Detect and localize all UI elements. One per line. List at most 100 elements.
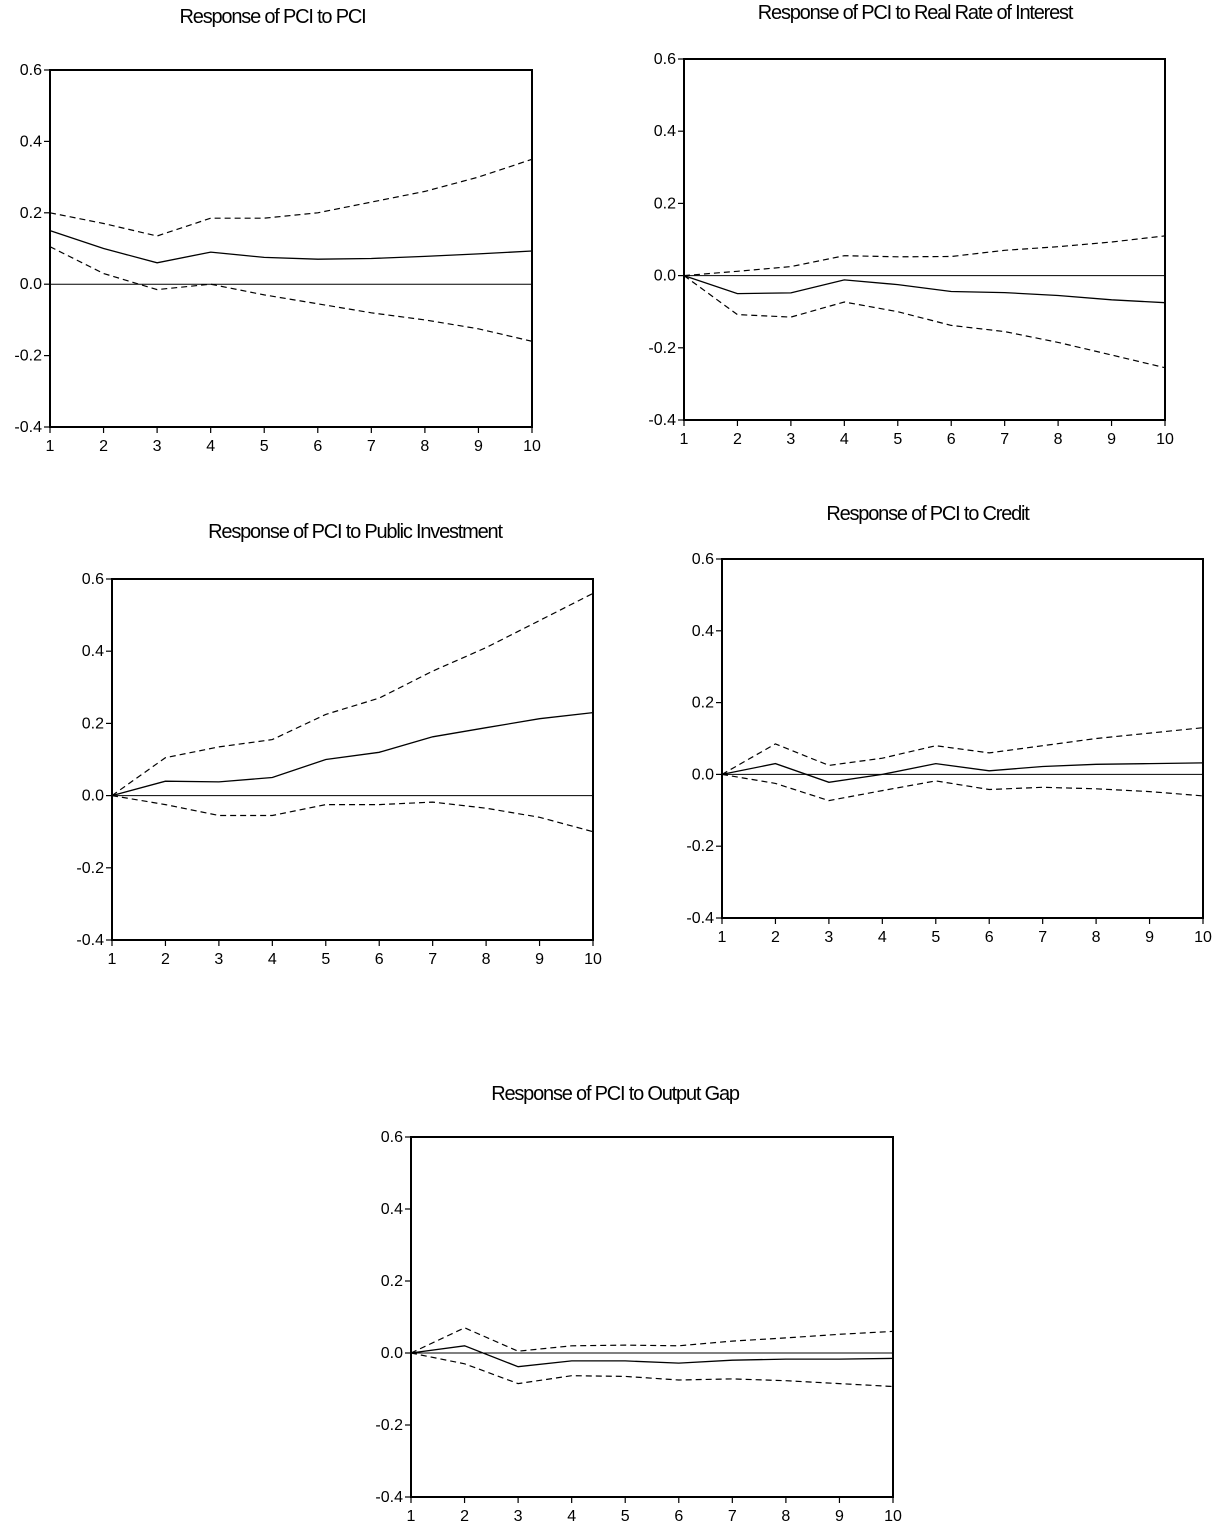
x-tick-label: 2 xyxy=(161,951,170,968)
x-tick-label: 10 xyxy=(584,951,602,968)
chart-title: Response of PCI to PCI xyxy=(179,6,367,28)
x-tick-label: 7 xyxy=(728,1508,737,1525)
confidence-band-upper xyxy=(683,235,1166,277)
confidence-band-lower xyxy=(721,773,1204,802)
x-tick-label: 1 xyxy=(407,1508,416,1525)
x-tick-label: 9 xyxy=(535,951,544,968)
x-tick-label: 4 xyxy=(206,438,215,455)
y-tick-label: 0.2 xyxy=(692,695,714,712)
y-tick-label: -0.4 xyxy=(76,932,104,949)
chart-panel-pci-to-real-rate-of-interest: Response of PCI to Real Rate of Interest… xyxy=(615,0,1215,475)
x-tick-label: 8 xyxy=(781,1508,790,1525)
x-tick-label: 6 xyxy=(674,1508,683,1525)
x-tick-label: 10 xyxy=(884,1508,902,1525)
y-tick-label: 0.4 xyxy=(82,643,104,660)
chart-panel-pci-to-output-gap: Response of PCI to Output Gap -0.4 -0.2 0.… xyxy=(355,1075,930,1533)
confidence-band-lower xyxy=(410,1352,894,1388)
x-tick-label: 8 xyxy=(420,438,429,455)
x-tick-label: 3 xyxy=(824,929,833,946)
response-line xyxy=(410,1345,894,1368)
chart-plot-pci-to-credit: -0.4 -0.2 0.0 0.2 0.4 0.6 1 2 3 4 5 6 7 8 9 10 xyxy=(686,551,1212,946)
confidence-band-upper xyxy=(49,158,533,237)
x-tick-label: 7 xyxy=(367,438,376,455)
y-tick-label: 0.0 xyxy=(82,788,104,805)
x-tick-label: 9 xyxy=(835,1508,844,1525)
x-tick-label: 3 xyxy=(786,431,795,448)
response-line xyxy=(721,762,1204,783)
x-tick-label: 7 xyxy=(1038,929,1047,946)
x-tick-label: 6 xyxy=(375,951,384,968)
x-tick-label: 4 xyxy=(840,431,849,448)
x-tick-label: 8 xyxy=(1092,929,1101,946)
x-tick-label: 3 xyxy=(514,1508,523,1525)
x-tick-label: 10 xyxy=(1194,929,1212,946)
x-tick-label: 8 xyxy=(1054,431,1063,448)
x-tick-label: 4 xyxy=(878,929,887,946)
y-tick-label: 0.0 xyxy=(654,268,676,285)
x-tick-label: 2 xyxy=(771,929,780,946)
plot-frame xyxy=(683,58,1166,421)
y-tick-label: 0.2 xyxy=(82,715,104,732)
x-tick-label: 7 xyxy=(1000,431,1009,448)
y-tick-label: -0.2 xyxy=(686,838,714,855)
y-tick-label: 0.0 xyxy=(20,276,42,293)
chart-title: Response of PCI to Output Gap xyxy=(491,1083,740,1105)
chart-panel-pci-to-credit: Response of PCI to Credit -0.4 -0.2 0.0 0.2… xyxy=(655,495,1230,975)
response-line xyxy=(683,274,1166,304)
x-tick-label: 5 xyxy=(621,1508,630,1525)
y-tick-label: 0.2 xyxy=(20,205,42,222)
plot-frame xyxy=(721,558,1204,919)
y-tick-label: -0.2 xyxy=(648,340,676,357)
x-tick-label: 3 xyxy=(214,951,223,968)
y-tick-label: 0.6 xyxy=(381,1129,403,1146)
y-tick-label: 0.0 xyxy=(381,1345,403,1362)
y-tick-label: 0.0 xyxy=(692,766,714,783)
chart-plot-pci-to-output-gap: -0.4 -0.2 0.0 0.2 0.4 0.6 1 2 3 4 5 6 7 8 9 10 xyxy=(375,1129,902,1525)
y-tick-label: -0.2 xyxy=(76,860,104,877)
chart-title: Response of PCI to Public Investment xyxy=(208,521,503,543)
chart-title: Response of PCI to Credit xyxy=(826,503,1030,525)
chart-plot-pci-to-real-rate-of-interest: -0.4 -0.2 0.0 0.2 0.4 0.6 1 2 3 4 5 6 7 8 9 10 xyxy=(648,51,1174,448)
x-tick-label: 5 xyxy=(321,951,330,968)
confidence-band-upper xyxy=(410,1327,894,1354)
x-tick-label: 4 xyxy=(268,951,277,968)
y-tick-label: 0.2 xyxy=(654,195,676,212)
x-tick-label: 1 xyxy=(46,438,55,455)
x-tick-label: 3 xyxy=(153,438,162,455)
x-tick-label: 6 xyxy=(947,431,956,448)
x-tick-label: 1 xyxy=(718,929,727,946)
x-tick-label: 2 xyxy=(460,1508,469,1525)
x-tick-label: 1 xyxy=(108,951,117,968)
x-tick-label: 1 xyxy=(680,431,689,448)
x-tick-label: 5 xyxy=(893,431,902,448)
confidence-band-lower xyxy=(683,275,1166,369)
x-tick-label: 6 xyxy=(313,438,322,455)
x-tick-label: 4 xyxy=(567,1508,576,1525)
plot-frame xyxy=(49,69,533,428)
y-tick-label: -0.4 xyxy=(375,1489,403,1506)
y-tick-label: 0.6 xyxy=(82,571,104,588)
x-tick-label: 5 xyxy=(931,929,940,946)
chart-panel-pci-to-pci: Response of PCI to PCI -0.4 -0.2 0.0 0.2 0.4… xyxy=(0,0,560,475)
y-tick-label: 0.6 xyxy=(692,551,714,568)
x-tick-label: 9 xyxy=(1107,431,1116,448)
y-tick-label: -0.4 xyxy=(14,419,42,436)
x-tick-label: 2 xyxy=(99,438,108,455)
y-tick-label: -0.2 xyxy=(14,348,42,365)
chart-plot-pci-to-pci: -0.4 -0.2 0.0 0.2 0.4 0.6 1 2 3 4 5 6 7 8 9 10 xyxy=(14,62,541,455)
confidence-band-upper xyxy=(721,727,1204,775)
response-line xyxy=(49,229,533,264)
confidence-band-upper xyxy=(111,592,594,797)
x-tick-label: 9 xyxy=(474,438,483,455)
response-line xyxy=(111,711,594,797)
x-tick-label: 10 xyxy=(1156,431,1174,448)
confidence-band-lower xyxy=(111,795,594,833)
chart-plot-pci-to-public-investment: -0.4 -0.2 0.0 0.2 0.4 0.6 1 2 3 4 5 6 7 8 9 10 xyxy=(76,571,602,968)
chart-panel-pci-to-public-investment: Response of PCI to Public Investment -0.… xyxy=(0,505,620,985)
chart-title: Response of PCI to Real Rate of Interest xyxy=(757,2,1074,24)
y-tick-label: 0.4 xyxy=(20,133,42,150)
x-tick-label: 6 xyxy=(985,929,994,946)
y-tick-label: -0.2 xyxy=(375,1417,403,1434)
x-tick-label: 5 xyxy=(260,438,269,455)
